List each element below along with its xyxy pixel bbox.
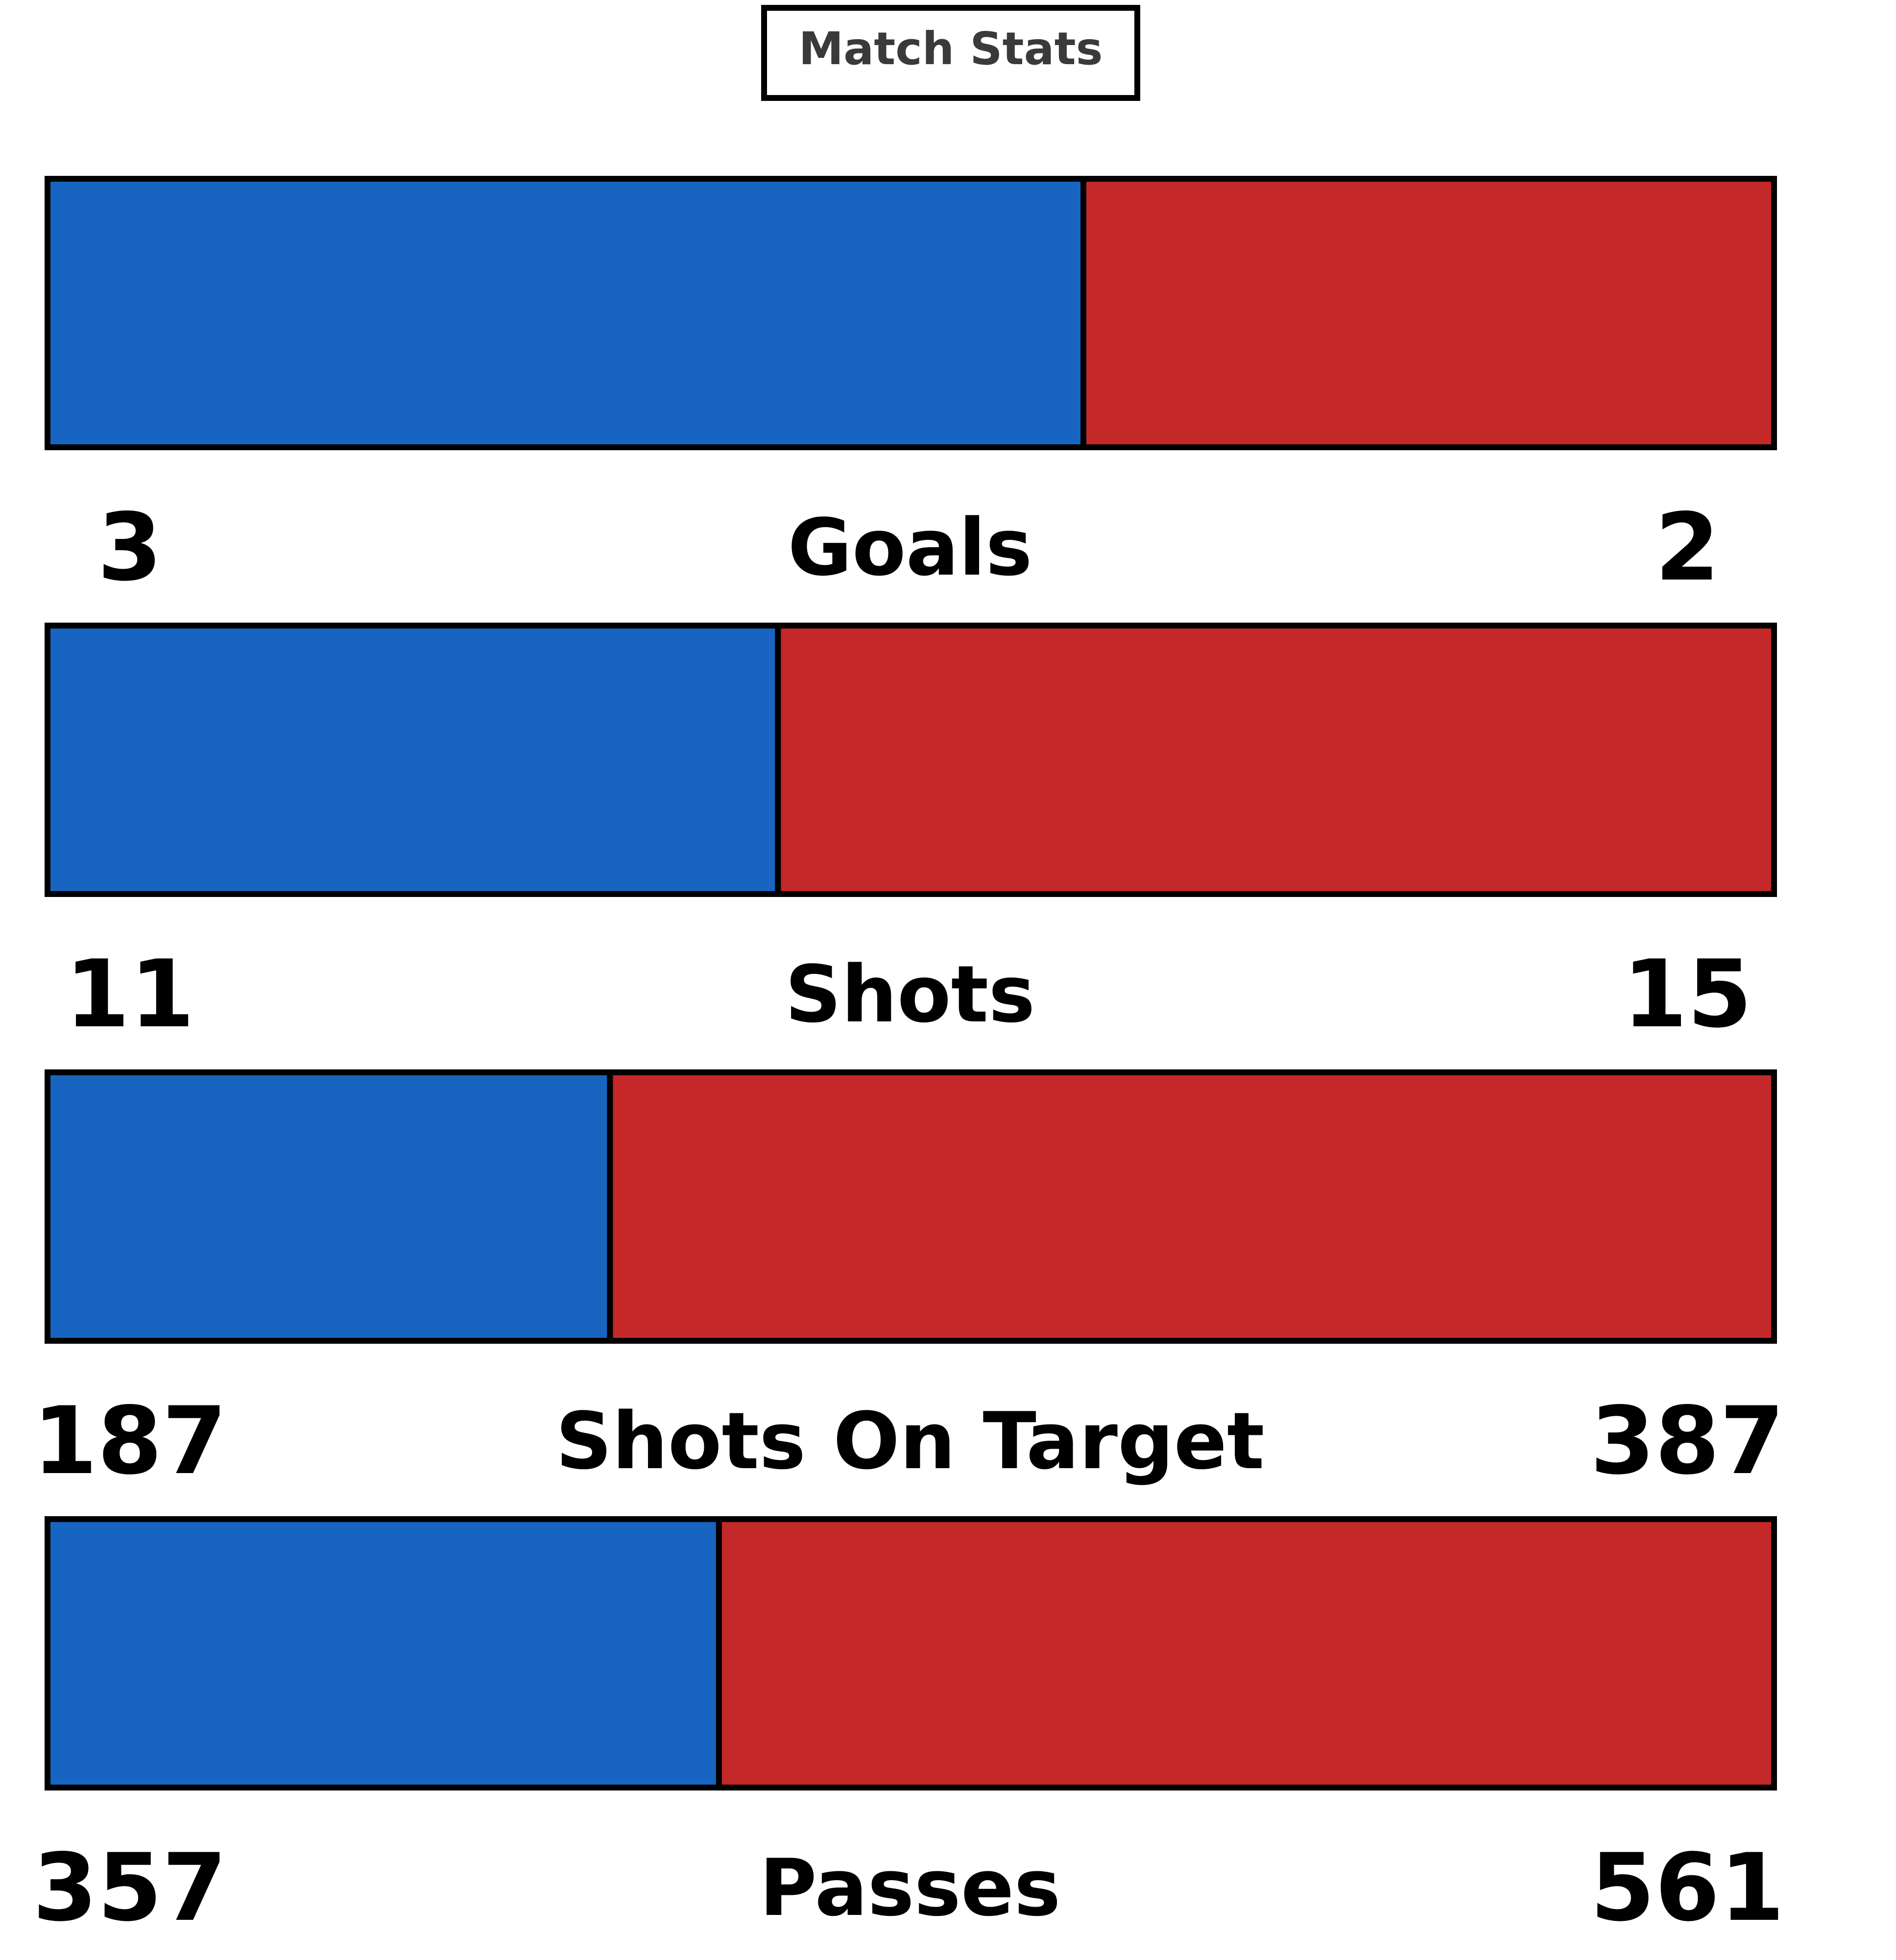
value-left-shots: 11 [65, 940, 194, 1048]
chart-title-box [761, 5, 1140, 101]
bar-right-shots [775, 623, 1777, 897]
bar-right-passes [716, 1516, 1777, 1791]
value-right-shots: 15 [1623, 940, 1752, 1048]
stat-rows: 3 Goals 2 11 Shots 15 187 Shots On Target 387 357… [33, 176, 1785, 1942]
category-label-shots-on-target: Shots On Target [555, 1395, 1264, 1487]
chart-title-text: Match Stats [799, 23, 1103, 75]
bar-right-shots-on-target [607, 1069, 1777, 1344]
bar-right-goals [1080, 176, 1777, 450]
value-right-shots-on-target: 387 [1590, 1387, 1785, 1495]
value-right-goals: 2 [1655, 493, 1720, 602]
bar-left-passes [45, 1516, 722, 1791]
bar-left-goals [45, 176, 1086, 450]
category-label-shots: Shots [785, 948, 1035, 1040]
stat-row-goals: 3 Goals 2 [45, 176, 1777, 602]
value-left-goals: 3 [97, 493, 162, 602]
value-right-passes: 561 [1590, 1834, 1785, 1942]
value-left-passes: 357 [33, 1834, 227, 1942]
category-label-goals: Goals [788, 502, 1032, 593]
stat-row-shots-on-target: 187 Shots On Target 387 [33, 1069, 1785, 1495]
stat-row-shots: 11 Shots 15 [45, 623, 1777, 1048]
value-left-shots-on-target: 187 [33, 1387, 227, 1495]
stat-row-passes: 357 Passes 561 [33, 1516, 1785, 1942]
bar-left-shots [45, 623, 781, 897]
chart-title: Match Stats [761, 5, 1140, 101]
bar-left-shots-on-target [45, 1069, 613, 1344]
category-label-passes: Passes [759, 1842, 1060, 1934]
